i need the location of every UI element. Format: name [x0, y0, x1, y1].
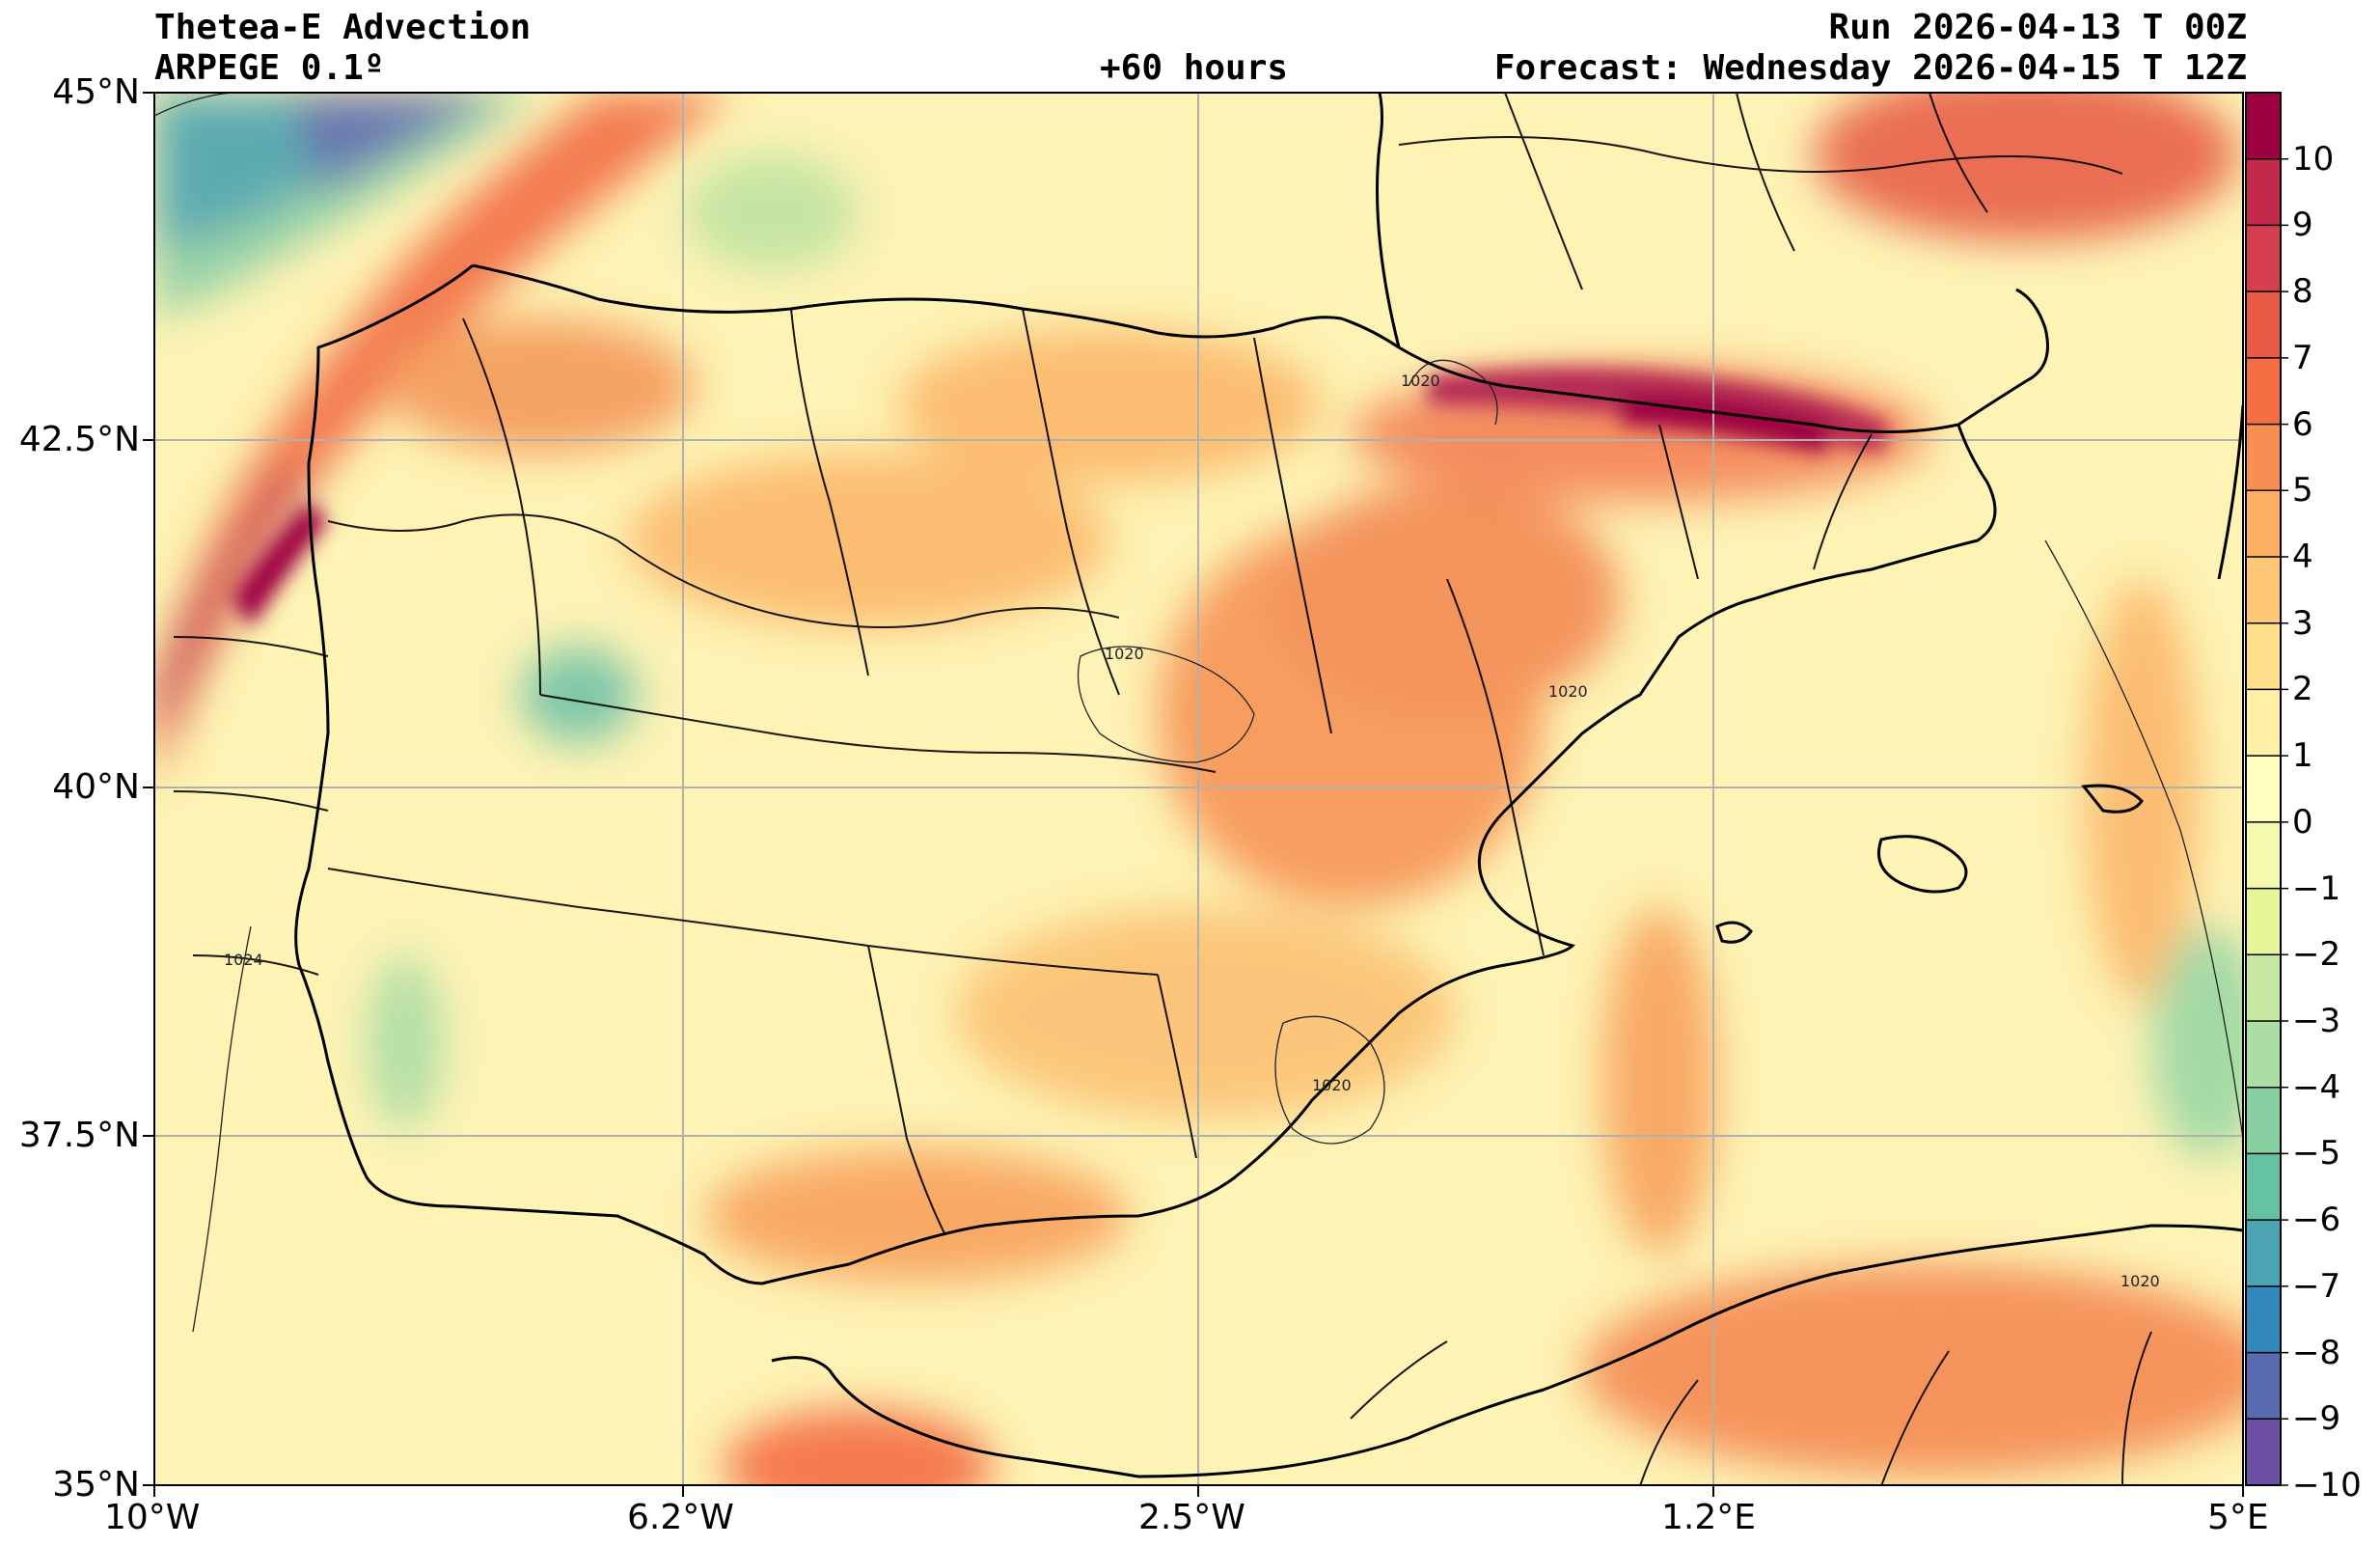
colorbar-swatch — [2246, 424, 2281, 491]
model-name: ARPEGE 0.1º — [154, 48, 385, 88]
colorbar-swatch — [2246, 821, 2281, 890]
colorbar-label: −2 — [2292, 935, 2341, 975]
colorbar-swatch — [2246, 225, 2281, 292]
isobar-label: 1024 — [224, 951, 263, 969]
colorbar-label: −10 — [2292, 1466, 2362, 1505]
colorbar-label: 5 — [2292, 471, 2313, 511]
colorbar-label: 9 — [2292, 206, 2313, 245]
colorbar-label: 4 — [2292, 538, 2313, 576]
lon-label: 6.2°W — [627, 1498, 734, 1537]
lat-label: 45°N — [52, 72, 140, 112]
colorbar-swatch — [2246, 291, 2281, 359]
lon-label: 2.5°W — [1138, 1498, 1245, 1537]
colorbar-swatch — [2246, 1285, 2281, 1354]
isobar-label: 1020 — [1105, 645, 1144, 663]
lat-label: 35°N — [52, 1465, 140, 1505]
lat-label: 40°N — [52, 767, 140, 807]
coastlines — [294, 93, 2243, 1478]
colorbar-swatch — [2246, 689, 2281, 757]
colorbar-label: 1 — [2292, 736, 2313, 776]
colorbar-label: 8 — [2292, 272, 2313, 312]
colorbar-swatch — [2246, 490, 2281, 558]
colorbar-swatch — [2246, 756, 2281, 823]
colorbar-label: 7 — [2292, 338, 2313, 377]
colorbar-swatch — [2246, 622, 2281, 691]
lon-label: 5°E — [2207, 1498, 2269, 1537]
colorbar-label: −3 — [2292, 1002, 2341, 1040]
region-borders — [173, 93, 2152, 1485]
colorbar-label: −7 — [2292, 1266, 2341, 1306]
colorbar-swatch — [2246, 158, 2281, 227]
lead-time: +60 hours — [1100, 48, 1289, 88]
colorbar-label: −9 — [2292, 1399, 2341, 1439]
colorbar-swatch — [2246, 1419, 2281, 1486]
map-title: Thetea-E Advection — [154, 8, 532, 47]
isobar-label: 1020 — [1548, 682, 1588, 701]
lon-label: 10°W — [104, 1498, 201, 1537]
colorbar-label: 0 — [2292, 802, 2313, 842]
colorbar-label: 6 — [2292, 404, 2313, 444]
colorbar-swatch — [2246, 1021, 2281, 1089]
run-time: Run 2026-04-13 T 00Z — [1828, 8, 2247, 47]
lat-label: 37.5°N — [18, 1116, 140, 1155]
colorbar-swatch — [2246, 93, 2281, 160]
colorbar-label: 10 — [2292, 139, 2335, 179]
colorbar-swatch — [2246, 1220, 2281, 1287]
forecast-valid-time: Forecast: Wednesday 2026-04-15 T 12Z — [1493, 48, 2247, 88]
isobars — [154, 93, 2243, 1333]
colorbar-swatch — [2246, 1087, 2281, 1155]
colorbar — [2245, 92, 2288, 1486]
colorbar-label: 2 — [2292, 670, 2313, 709]
isobar-label: 1020 — [2120, 1272, 2160, 1290]
colorbar-label: −8 — [2292, 1333, 2341, 1372]
colorbar-swatch — [2246, 1352, 2281, 1420]
lon-label: 1.2°E — [1661, 1498, 1756, 1537]
colorbar-swatch — [2246, 1153, 2281, 1221]
colorbar-swatch — [2246, 557, 2281, 624]
colorbar-label: −5 — [2292, 1134, 2341, 1173]
colorbar-label: −6 — [2292, 1201, 2341, 1240]
isobar-label: 1020 — [1312, 1076, 1352, 1094]
colorbar-label: 3 — [2292, 603, 2313, 643]
colorbar-swatch — [2246, 888, 2281, 955]
axis-ticks — [143, 92, 2244, 1497]
theta-e-advection-field — [154, 93, 2243, 1485]
colorbar-label: −4 — [2292, 1067, 2341, 1107]
colorbar-swatch — [2246, 357, 2281, 426]
isobar-label: 1020 — [1401, 372, 1440, 390]
lat-label: 42.5°N — [18, 420, 140, 459]
graticule — [154, 93, 2243, 1485]
colorbar-label: −1 — [2292, 869, 2341, 908]
isobar-labels: 1020 1020 1020 1020 1024 1020 — [224, 372, 2160, 1290]
colorbar-swatch — [2246, 954, 2281, 1022]
